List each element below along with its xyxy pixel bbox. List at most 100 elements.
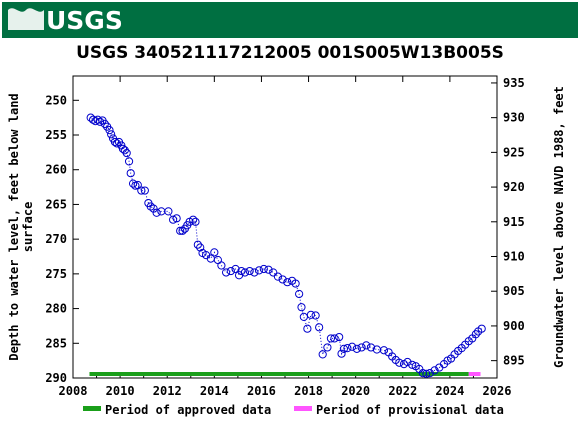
usgs-logo-text: USGS [46, 6, 123, 35]
data-point [357, 343, 366, 352]
data-point [430, 366, 439, 375]
data-point [126, 169, 135, 178]
y-right-tick-label: 925 [503, 145, 525, 159]
left-y-axis: 250 255 260 265 270 275 280 285 290 [45, 93, 79, 385]
legend-approved-label: Period of approved data [105, 403, 271, 417]
y-left-tick-label: 275 [45, 267, 67, 281]
data-point [149, 204, 158, 213]
approved-period-bar [89, 372, 469, 376]
data-point [222, 268, 231, 277]
y-right-tick-label: 895 [503, 354, 525, 368]
legend-provisional-label: Period of provisional data [316, 403, 504, 417]
data-point [337, 349, 346, 358]
data-point [330, 334, 339, 343]
data-point [110, 137, 120, 147]
data-point [210, 248, 219, 257]
data-point [315, 323, 324, 332]
y-left-tick-label: 285 [45, 336, 67, 350]
data-point [318, 350, 327, 359]
data-point [471, 330, 480, 339]
data-point [297, 303, 306, 312]
data-point [146, 202, 155, 211]
y-right-tick-label: 905 [503, 284, 525, 298]
legend: Period of approved data Period of provis… [83, 403, 504, 417]
data-point [105, 126, 114, 135]
data-point [237, 266, 246, 276]
legend-approved-swatch [83, 406, 101, 411]
data-point [352, 344, 361, 353]
data-point [191, 217, 200, 226]
usgs-header-bar [2, 2, 578, 38]
x-tick-label: 2012 [153, 384, 182, 398]
x-tick-label: 2026 [483, 384, 512, 398]
data-point [395, 358, 404, 367]
y-left-tick-label: 290 [45, 371, 67, 385]
y-left-tick-label: 265 [45, 197, 67, 211]
data-point [176, 226, 185, 235]
data-point [366, 343, 376, 352]
data-point [164, 207, 173, 216]
data-point [348, 342, 357, 351]
x-tick-label: 2020 [341, 384, 370, 398]
data-point [408, 360, 417, 369]
data-point [259, 264, 268, 274]
data-point [422, 369, 431, 378]
data-point [193, 240, 202, 249]
data-point [477, 324, 486, 333]
data-point [226, 266, 235, 276]
data-point [291, 279, 300, 288]
x-axis: 2008 2010 2012 2014 2016 2018 2020 2022 2024 2026 [59, 76, 512, 398]
y-right-tick-label: 935 [503, 76, 525, 90]
data-point [339, 344, 348, 353]
data-point [311, 311, 320, 320]
data-point [306, 310, 316, 319]
legend-provisional-swatch [294, 406, 312, 411]
y-right-tick-label: 920 [503, 180, 525, 194]
data-point [107, 130, 116, 139]
data-point [124, 157, 134, 166]
data-period-bars [89, 372, 481, 376]
data-point [240, 268, 250, 277]
x-tick-label: 2024 [435, 384, 464, 398]
data-point [178, 226, 187, 235]
y-right-tick-label: 915 [503, 215, 525, 229]
series-connector [90, 117, 483, 375]
data-point [264, 265, 273, 274]
y-left-tick-label: 260 [45, 163, 67, 177]
x-tick-label: 2008 [59, 384, 88, 398]
y-left-tick-label: 255 [45, 128, 67, 142]
data-point [303, 324, 312, 333]
data-point [326, 334, 336, 343]
data-point [172, 214, 181, 223]
data-point [245, 266, 254, 276]
data-point [100, 119, 109, 129]
y-left-tick-label: 270 [45, 232, 67, 246]
data-point [343, 344, 352, 353]
data-point [379, 346, 389, 355]
left-axis-label-line2: surface [21, 202, 35, 253]
data-point [362, 341, 371, 350]
y-left-tick-label: 250 [45, 93, 67, 107]
data-point [269, 268, 278, 277]
plot-frame [72, 75, 498, 379]
y-right-tick-label: 930 [503, 111, 525, 125]
data-point [283, 278, 292, 287]
data-point [122, 148, 131, 158]
data-point [196, 243, 205, 252]
y-right-tick-label: 910 [503, 250, 525, 264]
usgs-logo-wave-icon [8, 8, 44, 31]
data-point [95, 117, 105, 126]
data-point [254, 266, 264, 275]
data-point [189, 215, 198, 224]
x-tick-label: 2016 [247, 384, 276, 398]
data-point [425, 369, 434, 378]
data-point [250, 268, 259, 277]
data-point [231, 264, 240, 274]
data-point [295, 289, 304, 299]
provisional-period-bar [468, 372, 481, 376]
usgs-logo: USGS [8, 6, 123, 35]
x-tick-label: 2010 [106, 384, 135, 398]
data-point [169, 215, 178, 224]
data-point [217, 261, 226, 270]
